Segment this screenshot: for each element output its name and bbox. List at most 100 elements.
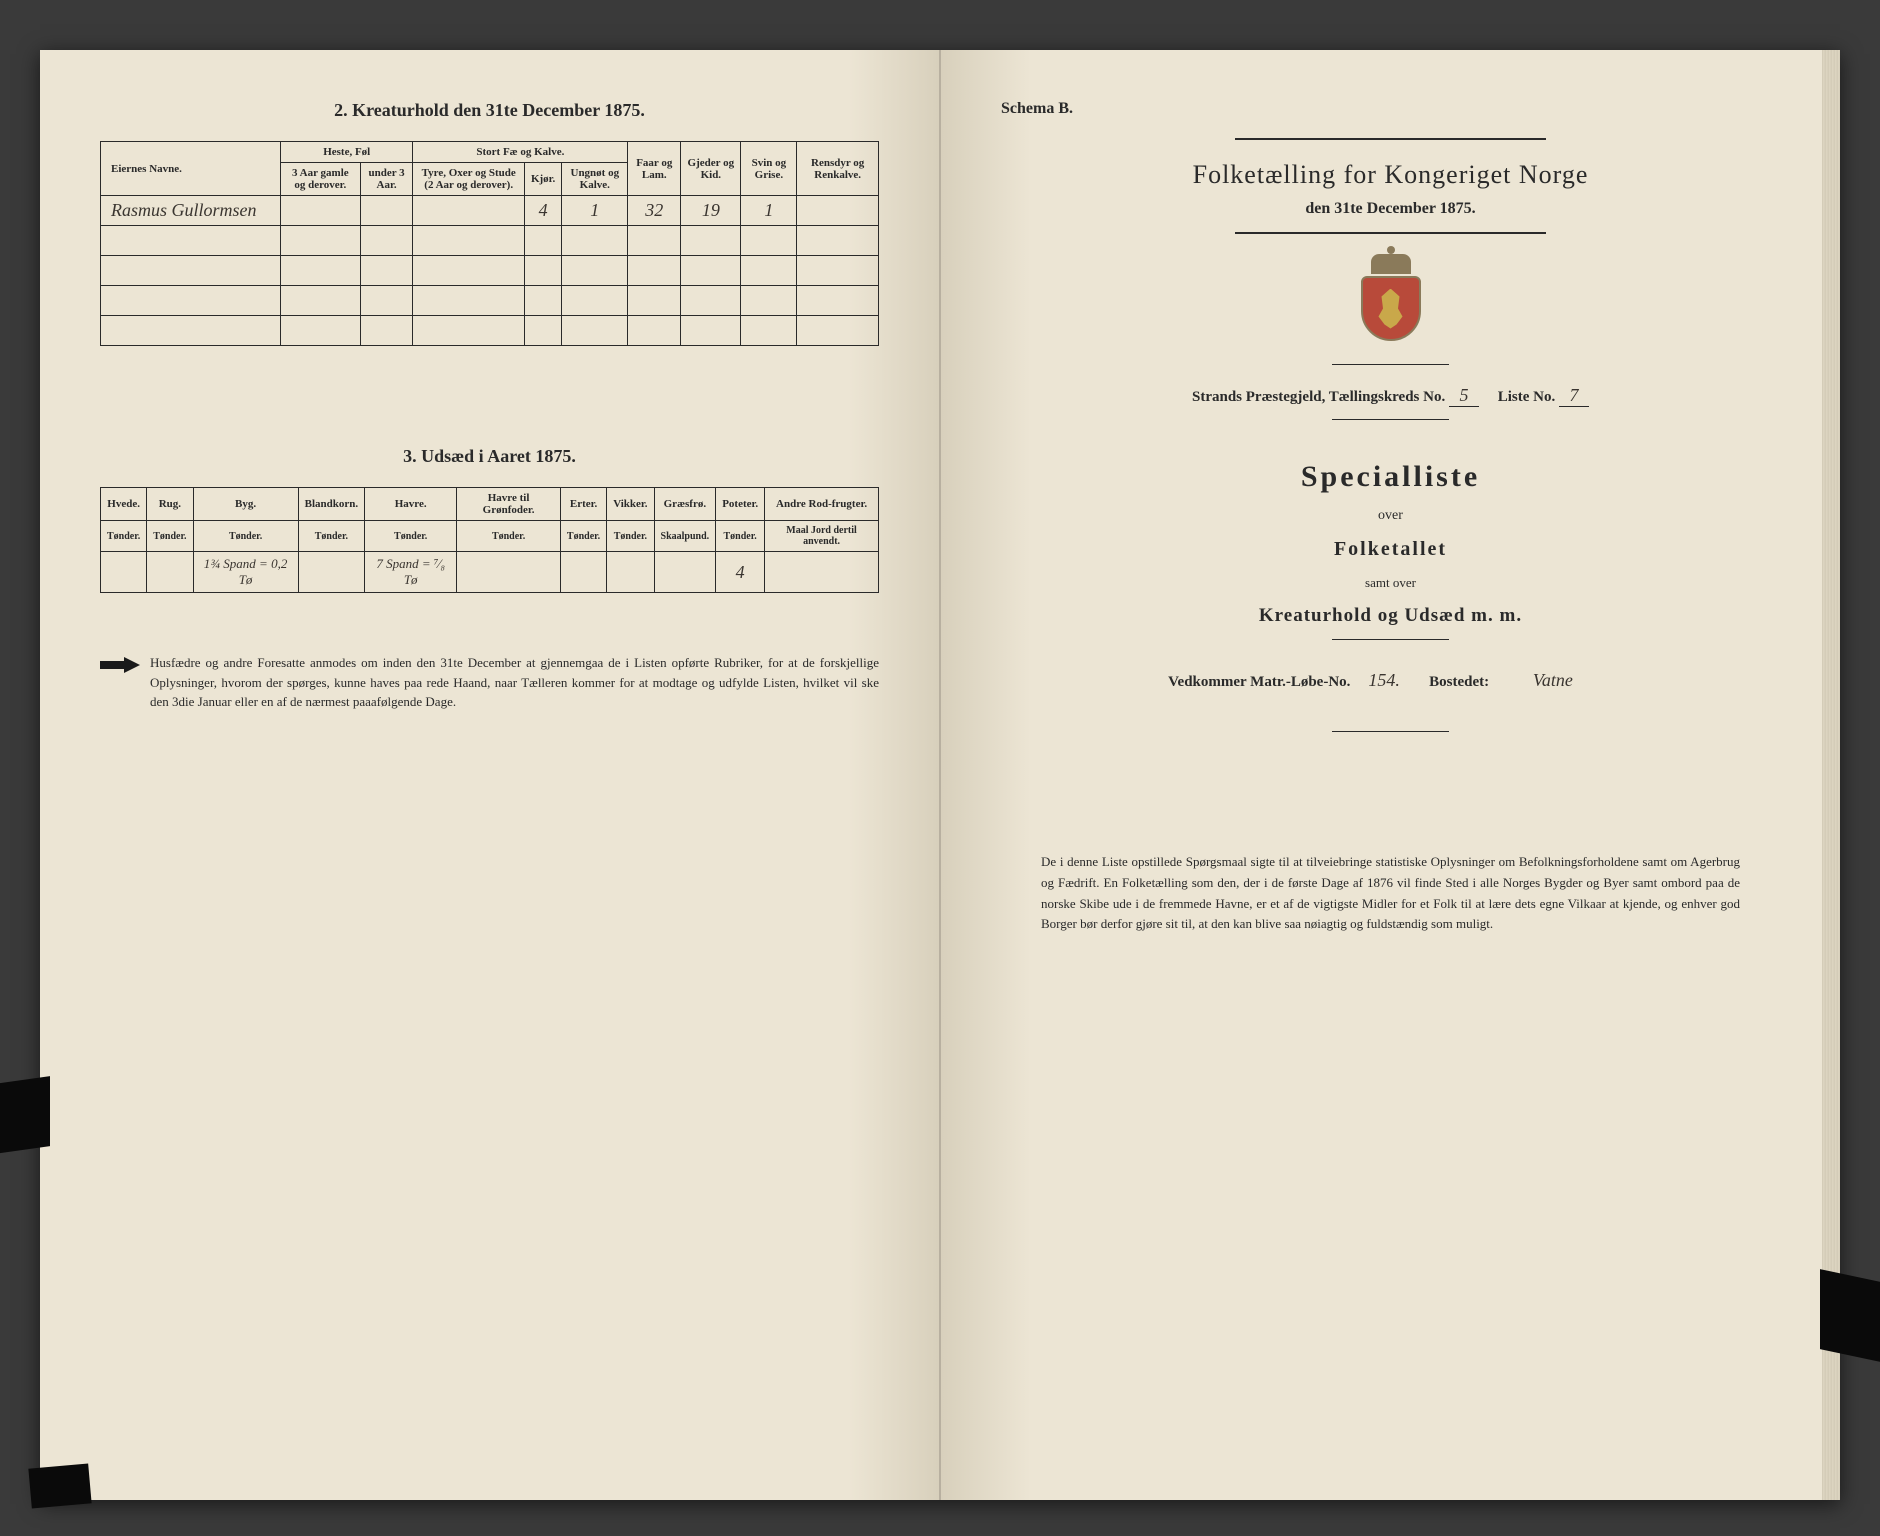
district-line: Strands Præstegjeld, Tællingskreds No. 5… — [1001, 385, 1780, 407]
sub: Tønder. — [147, 521, 193, 552]
liste-no: 7 — [1559, 385, 1589, 407]
col-name: Eiernes Navne. — [101, 142, 281, 196]
cell: 32 — [628, 196, 681, 226]
table-row — [101, 256, 879, 286]
table-row — [101, 226, 879, 256]
footnote-text: Husfædre og andre Foresatte anmodes om i… — [150, 655, 879, 709]
col-erter: Erter. — [560, 488, 606, 521]
binder-clip-icon — [1820, 1269, 1880, 1363]
divider — [1332, 419, 1449, 420]
col-stort-ungnot: Ungnøt og Kalve. — [562, 163, 628, 196]
matr-no: 154. — [1354, 670, 1414, 691]
cell: 1 — [741, 196, 797, 226]
sub: Tønder. — [365, 521, 457, 552]
section3-title: 3. Udsæd i Aaret 1875. — [100, 446, 879, 467]
cell — [101, 552, 147, 593]
col-blandkorn: Blandkorn. — [298, 488, 365, 521]
col-havre-gron: Havre til Grønfoder. — [457, 488, 561, 521]
divider — [1332, 639, 1449, 640]
col-hvede: Hvede. — [101, 488, 147, 521]
col-byg: Byg. — [193, 488, 298, 521]
cell — [147, 552, 193, 593]
open-book: 2. Kreaturhold den 31te December 1875. E… — [40, 50, 1840, 1500]
cell — [765, 552, 879, 593]
col-group-stort: Stort Fæ og Kalve. — [413, 142, 628, 163]
sub: Tønder. — [193, 521, 298, 552]
cell: 4 — [716, 552, 765, 593]
table-row — [101, 286, 879, 316]
bostedet: Vatne — [1493, 670, 1613, 691]
specialliste-title: Specialliste — [1001, 460, 1780, 494]
cell: 19 — [681, 196, 741, 226]
cell — [413, 196, 524, 226]
samt-text: samt over — [1001, 575, 1780, 591]
liste-label: Liste No. — [1498, 389, 1556, 405]
udsaed-table: Hvede. Rug. Byg. Blandkorn. Havre. Havre… — [100, 487, 879, 593]
left-page: 2. Kreaturhold den 31te December 1875. E… — [40, 50, 940, 1500]
cell — [281, 196, 361, 226]
table-row: Rasmus Gullormsen 4 1 32 19 1 — [101, 196, 879, 226]
over-text: over — [1001, 508, 1780, 524]
kreatur-text: Kreaturhold og Udsæd m. m. — [1001, 605, 1780, 627]
matr-line: Vedkommer Matr.-Løbe-No. 154. Bostedet: … — [1001, 670, 1780, 691]
cell — [360, 196, 413, 226]
sub: Tønder. — [560, 521, 606, 552]
binder-clip-icon — [0, 1076, 50, 1154]
right-page: Schema B. Folketælling for Kongeriget No… — [940, 50, 1840, 1500]
divider — [1235, 232, 1547, 234]
cell-name: Rasmus Gullormsen — [101, 196, 281, 226]
bostedet-label: Bostedet: — [1429, 674, 1489, 690]
divider — [1332, 731, 1449, 732]
cell — [560, 552, 606, 593]
folketallet-text: Folketallet — [1001, 538, 1780, 561]
coat-of-arms-icon — [1351, 254, 1431, 344]
sub: Tønder. — [457, 521, 561, 552]
right-footnote: De i denne Liste opstillede Spørgsmaal s… — [1001, 852, 1780, 935]
col-svin: Svin og Grise. — [741, 142, 797, 196]
col-vikker: Vikker. — [607, 488, 654, 521]
cell — [298, 552, 365, 593]
divider — [1235, 138, 1547, 140]
cell — [607, 552, 654, 593]
col-poteter: Poteter. — [716, 488, 765, 521]
section2-title: 2. Kreaturhold den 31te December 1875. — [100, 100, 879, 121]
col-group-heste: Heste, Føl — [281, 142, 413, 163]
divider — [1332, 364, 1449, 365]
col-rug: Rug. — [147, 488, 193, 521]
col-rensdyr: Rensdyr og Renkalve. — [797, 142, 879, 196]
sub-title: den 31te December 1875. — [1001, 200, 1780, 218]
cell — [797, 196, 879, 226]
cell — [457, 552, 561, 593]
binder-clip-icon — [28, 1463, 91, 1508]
col-andre: Andre Rod-frugter. — [765, 488, 879, 521]
sub: Tønder. — [607, 521, 654, 552]
cell: 4 — [524, 196, 561, 226]
sub: Tønder. — [716, 521, 765, 552]
col-graesfro: Græsfrø. — [654, 488, 716, 521]
schema-label: Schema B. — [1001, 100, 1780, 118]
col-havre: Havre. — [365, 488, 457, 521]
left-footnote: Husfædre og andre Foresatte anmodes om i… — [100, 653, 879, 712]
kreaturhold-table: Eiernes Navne. Heste, Føl Stort Fæ og Ka… — [100, 141, 879, 346]
sub: Maal Jord dertil anvendt. — [765, 521, 879, 552]
district-label: Strands Præstegjeld, Tællingskreds No. — [1192, 389, 1445, 405]
col-gjeder: Gjeder og Kid. — [681, 142, 741, 196]
cell — [654, 552, 716, 593]
cell: 7 Spand = ⁷⁄₈ Tø — [365, 552, 457, 593]
col-faar: Faar og Lam. — [628, 142, 681, 196]
col-heste-under3: under 3 Aar. — [360, 163, 413, 196]
col-stort-kjor: Kjør. — [524, 163, 561, 196]
cell: 1 — [562, 196, 628, 226]
matr-label: Vedkommer Matr.-Løbe-No. — [1168, 674, 1350, 690]
sub: Tønder. — [298, 521, 365, 552]
pointing-hand-icon — [100, 655, 140, 675]
sub: Tønder. — [101, 521, 147, 552]
main-title: Folketælling for Kongeriget Norge — [1001, 160, 1780, 190]
table-row: 1¾ Spand = 0,2 Tø 7 Spand = ⁷⁄₈ Tø 4 — [101, 552, 879, 593]
col-heste-3aar: 3 Aar gamle og derover. — [281, 163, 361, 196]
cell: 1¾ Spand = 0,2 Tø — [193, 552, 298, 593]
district-no: 5 — [1449, 385, 1479, 407]
table-row — [101, 316, 879, 346]
sub: Skaalpund. — [654, 521, 716, 552]
col-stort-tyre: Tyre, Oxer og Stude (2 Aar og derover). — [413, 163, 524, 196]
